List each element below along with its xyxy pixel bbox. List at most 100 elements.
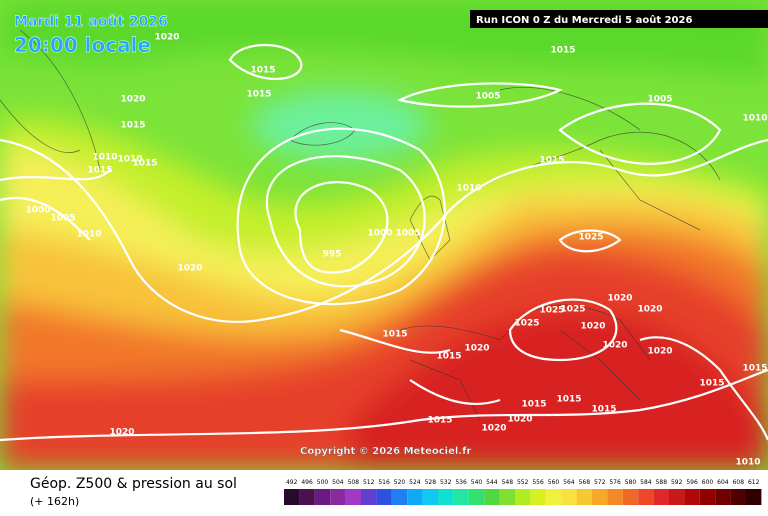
isobar-label: 995 [323, 250, 342, 260]
legend-swatch [530, 489, 546, 505]
legend-swatch [622, 489, 639, 505]
legend-label: 496 [301, 479, 313, 486]
legend-swatch [730, 489, 746, 505]
isobar-label: 1010 [92, 153, 117, 163]
isobar-label: 1005 [475, 92, 500, 102]
legend-label: 588 [656, 479, 668, 486]
isobar-label: 1010 [742, 114, 767, 124]
legend-label: 492 [286, 479, 298, 486]
legend-label: 604 [717, 479, 729, 486]
legend-swatch [576, 489, 592, 505]
isobar-label: 1015 [132, 159, 157, 169]
isobar-label: 1010 [76, 230, 101, 240]
isobar-label: 1000 [25, 206, 50, 216]
time: 20:00 locale [14, 33, 151, 57]
legend-label: 564 [563, 479, 575, 486]
legend-label: 516 [378, 479, 390, 486]
legend-swatch [361, 489, 377, 505]
legend-label: 544 [486, 479, 498, 486]
legend-label: 540 [471, 479, 483, 486]
legend-swatch [330, 489, 346, 505]
legend-label: 612 [748, 479, 760, 486]
isobar-label: 1015 [742, 364, 767, 374]
isobar-label: 1010 [117, 155, 142, 165]
isobar-label: 1015 [699, 379, 724, 389]
legend-label: 532 [440, 479, 452, 486]
legend-label: 584 [640, 479, 652, 486]
isobar-label: 1015 [427, 416, 452, 426]
isobar-label: 1025 [539, 306, 564, 316]
legend-swatch [669, 489, 685, 505]
legend-label: 500 [317, 479, 329, 486]
legend-label: 548 [502, 479, 514, 486]
legend-label: 512 [363, 479, 375, 486]
field [0, 0, 768, 470]
isobar-label: 1020 [580, 322, 605, 332]
legend-swatch [376, 489, 392, 505]
isobar-label: 1015 [539, 156, 564, 166]
legend-swatch [684, 489, 700, 505]
legend-label: 556 [532, 479, 544, 486]
isobar-label: 1015 [591, 405, 616, 415]
isobar-label: 1010 [456, 184, 481, 194]
isobar-label: 1020 [607, 294, 632, 304]
isobar-label: 1005 [647, 95, 672, 105]
isobar-label: 1020 [637, 305, 662, 315]
legend-label: 580 [625, 479, 637, 486]
legend-swatch [438, 489, 454, 505]
legend-swatch [314, 489, 331, 505]
isobar-label: 1015 [382, 330, 407, 340]
legend-label: 552 [517, 479, 529, 486]
legend-swatch [607, 489, 623, 505]
legend-swatch [284, 489, 300, 505]
legend-swatch [561, 489, 577, 505]
legend-swatch [391, 489, 408, 505]
isobar-label: 1025 [514, 319, 539, 329]
legend-swatch [592, 489, 608, 505]
run-box [470, 10, 768, 28]
legend-label: 568 [579, 479, 591, 486]
isobar-label: 1020 [120, 95, 145, 105]
isobar-label: 1015 [436, 352, 461, 362]
isobar-label: 1015 [120, 121, 145, 131]
legend-label: 596 [686, 479, 698, 486]
legend-label: 572 [594, 479, 606, 486]
copyright: Copyright © 2026 Meteociel.fr [300, 446, 471, 457]
legend-swatch [515, 489, 531, 505]
date: Mardi 11 août 2026 [14, 14, 168, 30]
legend-swatch [345, 489, 361, 505]
isobar-label: 1020 [109, 428, 134, 438]
isobar-label: 1025 [578, 233, 603, 243]
legend-swatch [453, 489, 469, 505]
legend-label: 528 [425, 479, 437, 486]
isobar-label: 1000 [367, 229, 392, 239]
legend-swatch [638, 489, 654, 505]
isobar-label: 1015 [87, 166, 112, 176]
isobar-label: 1020 [602, 341, 627, 351]
isobar-label: 1015 [550, 46, 575, 56]
isobar-label: 1015 [246, 90, 271, 100]
isobar-label: 1020 [177, 264, 202, 274]
legend-label: 520 [394, 479, 406, 486]
legend-label: 508 [348, 479, 360, 486]
legend-label: 560 [548, 479, 560, 486]
legend-swatch [653, 489, 669, 505]
legend-swatch [468, 489, 485, 505]
isobar-label: 1010 [735, 458, 760, 468]
legend-swatch [699, 489, 716, 505]
run-info: Run ICON 0 Z du Mercredi 5 août 2026 [476, 14, 692, 26]
legend-label: 592 [671, 479, 683, 486]
legend-swatch [545, 489, 562, 505]
legend-swatch [299, 489, 315, 505]
isobar-label: 1025 [560, 305, 585, 315]
legend-swatch [484, 489, 500, 505]
isobar-label: 1015 [556, 395, 581, 405]
isobar-label: 1020 [464, 344, 489, 354]
legend-swatch [422, 489, 438, 505]
legend-swatch [746, 489, 762, 505]
isobar-label: 1020 [481, 424, 506, 434]
legend-swatch [715, 489, 731, 505]
legend: 492 496 500 504 508 512 516 520 524 528 532 536 540 5… [284, 479, 762, 505]
